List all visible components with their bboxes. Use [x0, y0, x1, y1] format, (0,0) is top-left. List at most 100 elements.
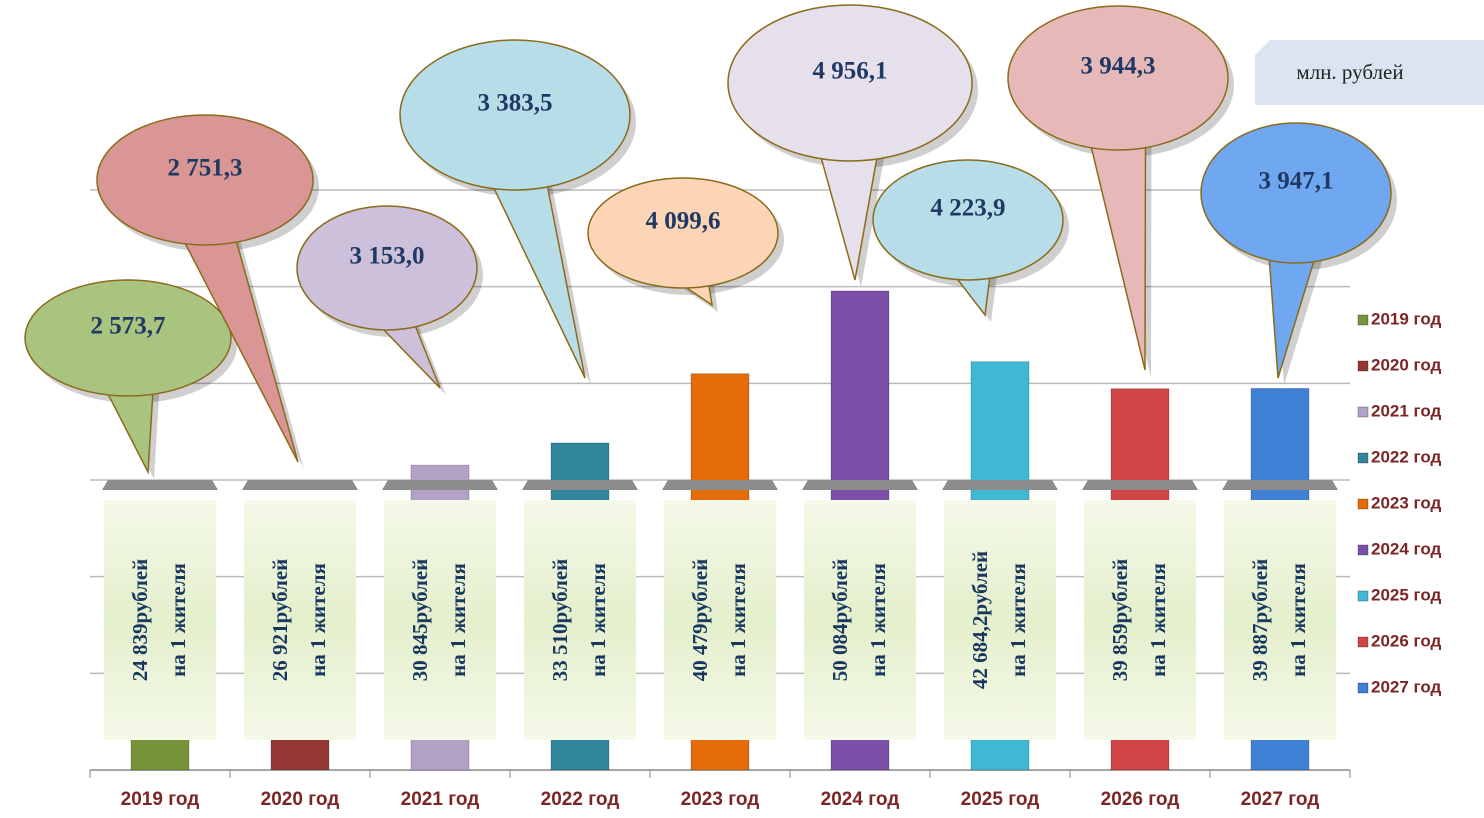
legend-swatch — [1357, 682, 1369, 694]
legend-label: 2024 год — [1371, 539, 1442, 558]
value-label: 3 153,0 — [350, 243, 425, 270]
callout: 3 153,0 — [296, 205, 483, 395]
callout-cover — [942, 254, 990, 264]
per-capita-label: на 1 жителя — [1286, 563, 1310, 677]
callout: 3 944,3 — [1007, 5, 1234, 377]
callout-cover — [99, 370, 151, 381]
per-capita-box — [804, 500, 916, 740]
per-capita-label: 33 510рублей — [548, 559, 572, 682]
per-capita-label: на 1 жителя — [306, 563, 330, 677]
callout-tail — [1084, 120, 1147, 371]
platform — [802, 480, 918, 490]
callout-cover — [483, 158, 542, 170]
legend-swatch — [1357, 498, 1369, 510]
per-capita-label: 24 839рублей — [128, 559, 152, 682]
value-label: 2 573,7 — [91, 313, 166, 340]
x-tick-label: 2024 год — [821, 789, 900, 810]
legend-label: 2026 год — [1371, 631, 1442, 650]
callout: 2 751,3 — [96, 114, 319, 469]
value-label: 4 956,1 — [813, 58, 888, 85]
callout-body — [296, 205, 478, 331]
platform — [662, 480, 778, 490]
x-tick-label: 2019 год — [121, 789, 200, 810]
value-label: 3 383,5 — [478, 90, 553, 117]
per-capita-label: 30 845рублей — [408, 559, 432, 682]
legend-swatch — [1357, 544, 1369, 556]
value-label: 2 751,3 — [168, 155, 243, 182]
per-capita-box — [1084, 500, 1196, 740]
per-capita-label: 50 084рублей — [828, 559, 852, 682]
platform — [942, 480, 1058, 490]
platform — [522, 480, 638, 490]
callout-cover — [1087, 119, 1143, 131]
platform — [102, 480, 218, 490]
callout-body — [1007, 5, 1229, 151]
legend-swatch — [1357, 452, 1369, 464]
legend-label: 2025 год — [1371, 585, 1442, 604]
callout: 4 956,1 — [727, 4, 978, 287]
callout-body — [587, 177, 779, 289]
per-capita-label: 39 887рублей — [1248, 559, 1272, 682]
per-capita-label: на 1 жителя — [586, 563, 610, 677]
per-capita-label: на 1 жителя — [866, 563, 890, 677]
value-label: 3 947,1 — [1259, 168, 1334, 195]
per-capita-label: на 1 жителя — [1006, 563, 1030, 677]
per-capita-label: на 1 жителя — [166, 563, 190, 677]
platform — [242, 480, 358, 490]
per-capita-label: 42 684,2рублей — [968, 551, 992, 689]
legend-swatch — [1357, 314, 1369, 326]
platform — [382, 480, 498, 490]
per-capita-label: 40 479рублей — [688, 559, 712, 682]
x-tick-label: 2026 год — [1101, 789, 1180, 810]
per-capita-box — [104, 500, 216, 740]
callout: 3 947,1 — [1200, 122, 1397, 385]
unit-box — [1255, 40, 1484, 105]
platform — [1082, 480, 1198, 490]
value-label: 3 944,3 — [1081, 53, 1156, 80]
callout-body — [24, 279, 232, 397]
legend-swatch — [1357, 590, 1369, 602]
callout-cover — [816, 127, 878, 140]
per-capita-box — [944, 500, 1056, 740]
per-capita-box — [664, 500, 776, 740]
value-label: 4 099,6 — [646, 208, 721, 235]
callout-cover — [362, 303, 407, 314]
legend-label: 2027 год — [1371, 677, 1442, 696]
per-capita-label: на 1 жителя — [726, 563, 750, 677]
value-label: 4 223,9 — [931, 195, 1006, 222]
callout-body — [1200, 122, 1392, 264]
callout-body — [872, 159, 1064, 281]
x-tick-label: 2025 год — [961, 789, 1040, 810]
legend-label: 2020 год — [1371, 355, 1442, 374]
legend-label: 2021 год — [1371, 401, 1442, 420]
platform — [1222, 480, 1338, 490]
per-capita-label: на 1 жителя — [446, 563, 470, 677]
callout: 4 223,9 — [872, 159, 1069, 322]
callout-cover — [657, 264, 704, 274]
callout: 2 573,7 — [24, 279, 237, 479]
legend-label: 2022 год — [1371, 447, 1442, 466]
x-tick-label: 2021 год — [401, 789, 480, 810]
per-capita-label: 26 921рублей — [268, 559, 292, 682]
callout-body — [399, 39, 631, 191]
per-capita-box — [384, 500, 496, 740]
legend-swatch — [1357, 406, 1369, 418]
per-capita-label: 39 859рублей — [1108, 559, 1132, 682]
callout-cover — [175, 217, 230, 228]
x-tick-label: 2027 год — [1241, 789, 1320, 810]
callout: 4 099,6 — [587, 177, 784, 312]
callout-cover — [1270, 233, 1318, 244]
callout-body — [727, 4, 973, 162]
legend-swatch — [1357, 360, 1369, 372]
unit-label: млн. рублей — [1296, 60, 1403, 84]
legend-label: 2019 год — [1371, 309, 1442, 328]
per-capita-label: на 1 жителя — [1146, 563, 1170, 677]
callout-body — [96, 114, 314, 246]
legend-label: 2023 год — [1371, 493, 1442, 512]
per-capita-box — [524, 500, 636, 740]
legend-swatch — [1357, 636, 1369, 648]
x-tick-label: 2022 год — [541, 789, 620, 810]
per-capita-box — [244, 500, 356, 740]
x-tick-label: 2023 год — [681, 789, 760, 810]
